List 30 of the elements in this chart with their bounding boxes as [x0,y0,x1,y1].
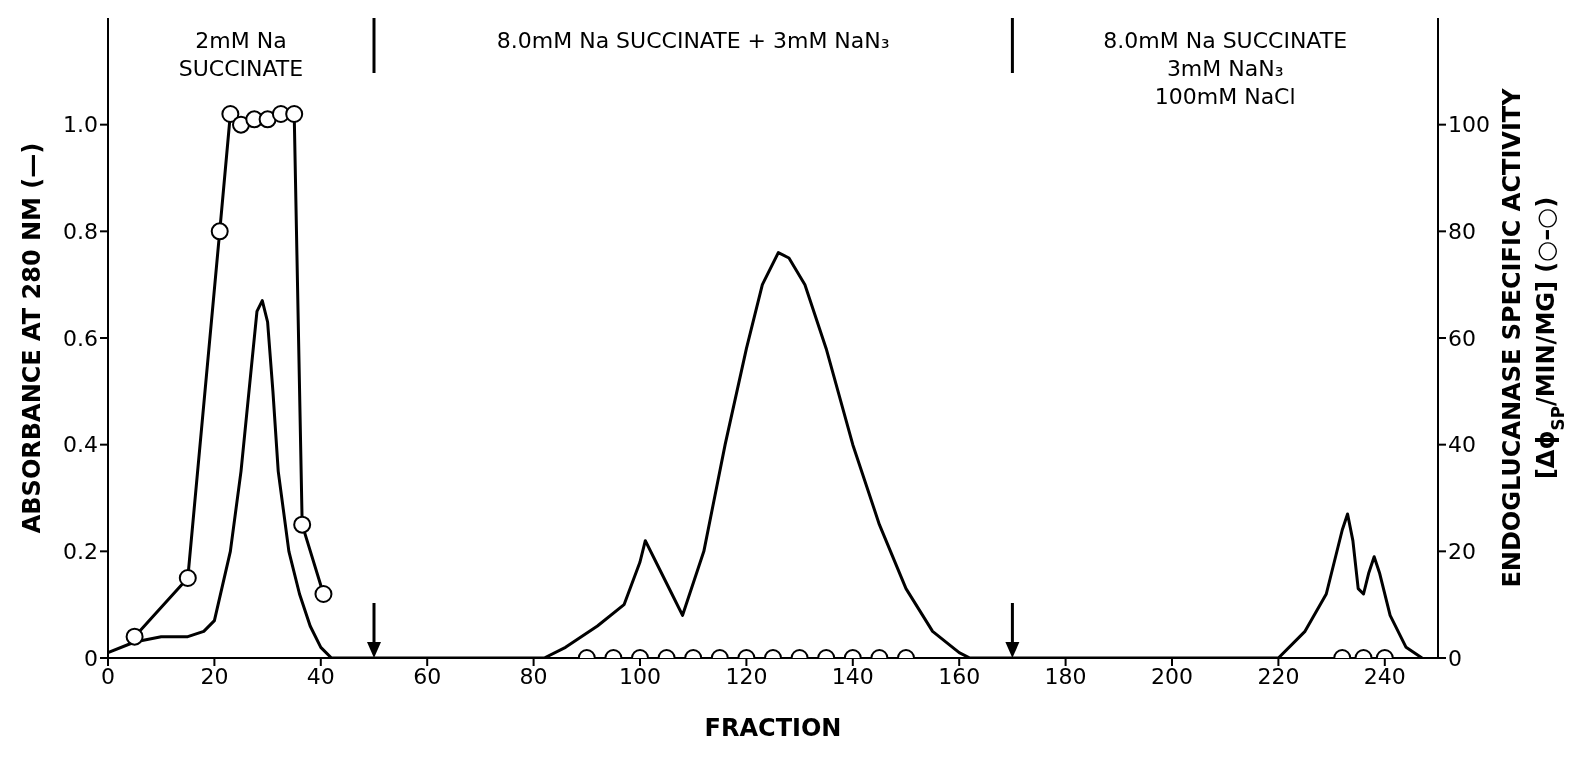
y-tick-label: 0.2 [63,539,98,565]
x-tick-label: 0 [101,663,115,689]
x-tick-label: 40 [306,663,335,689]
y-tick-label: 1.0 [63,112,98,138]
y2-tick-label: 80 [1448,219,1476,245]
y2-tick-label: 40 [1448,432,1476,458]
x-tick-label: 200 [1151,663,1193,689]
x-tick-label: 140 [831,663,874,689]
annotation: 2mM Na SUCCINATE [178,28,304,81]
annotation: 8.0mM Na SUCCINATE 3mM NaN₃ 100mM NaCl [1103,28,1348,109]
x-tick-label: 20 [200,663,229,689]
x-tick-label: 240 [1363,663,1406,689]
x-tick-label: 160 [938,663,981,689]
y2-tick-label: 20 [1448,539,1476,565]
y2-tick-label: 100 [1448,112,1490,138]
x-axis-title: FRACTION [704,714,842,742]
annotation: 8.0mM Na SUCCINATE + 3mM NaN₃ [496,28,890,53]
x-tick-label: 60 [413,663,442,689]
y-axis-title: ABSORBANCE AT 280 NM (—) [18,142,46,534]
y-tick-label: 0.4 [63,432,98,458]
x-tick-label: 100 [619,663,661,689]
x-tick-label: 220 [1257,663,1300,689]
x-tick-label: 120 [725,663,768,689]
y2-tick-label: 60 [1448,325,1476,351]
y2-tick-label: 0 [1448,645,1462,671]
x-tick-label: 80 [519,663,548,689]
y-tick-label: 0.6 [63,325,98,351]
y-tick-label: 0 [84,645,98,671]
y-tick-label: 0.8 [63,219,98,245]
x-tick-label: 180 [1044,663,1087,689]
